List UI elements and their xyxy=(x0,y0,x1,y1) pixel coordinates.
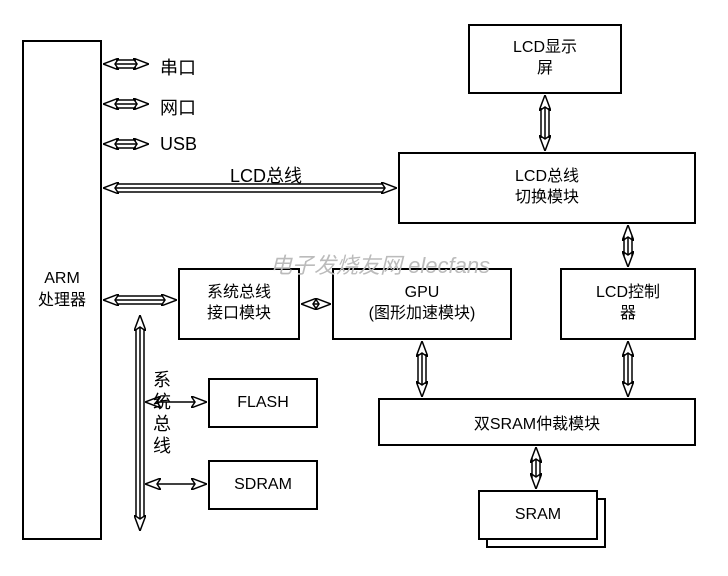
block-gpu: GPU (图形加速模块) xyxy=(332,268,512,340)
arm-l2: 处理器 xyxy=(38,290,86,312)
label-usb: USB xyxy=(160,134,197,155)
label-serial: 串口 xyxy=(160,54,196,80)
lcdswitch-l2: 切换模块 xyxy=(515,188,579,209)
block-sdram: SDRAM xyxy=(208,460,318,510)
lcdscreen-l2: 屏 xyxy=(537,59,553,80)
lcdctrl-l1: LCD控制 xyxy=(596,283,660,304)
sysbusif-l1: 系统总线 xyxy=(207,283,271,304)
label-net: 网口 xyxy=(160,94,196,120)
block-lcd-ctrl: LCD控制 器 xyxy=(560,268,696,340)
block-dual-sram: 双SRAM仲裁模块 xyxy=(378,398,696,446)
block-arm: ARM 处理器 xyxy=(22,40,102,540)
label-lcd-bus: LCD总线 xyxy=(230,162,302,188)
lcdscreen-l1: LCD显示 xyxy=(513,38,577,59)
flash-label: FLASH xyxy=(237,394,289,412)
block-flash: FLASH xyxy=(208,378,318,428)
block-lcd-screen: LCD显示 屏 xyxy=(468,24,622,94)
lcdswitch-l1: LCD总线 xyxy=(515,167,579,188)
sysbusif-l2: 接口模块 xyxy=(207,304,271,325)
lcdctrl-l2: 器 xyxy=(620,304,636,325)
label-sys-bus: 系统总线 xyxy=(148,370,174,458)
arm-l1: ARM xyxy=(44,268,80,290)
dualsram-label: 双SRAM仲裁模块 xyxy=(474,410,600,434)
block-sysbus-if: 系统总线 接口模块 xyxy=(178,268,300,340)
diagram-canvas: ARM 处理器 LCD显示 屏 LCD总线 切换模块 系统总线 接口模块 GPU… xyxy=(0,0,728,576)
gpu-l2: (图形加速模块) xyxy=(369,304,476,325)
sram-label: SRAM xyxy=(515,506,561,524)
gpu-l1: GPU xyxy=(405,283,440,304)
block-sram: SRAM xyxy=(478,490,606,548)
block-lcd-switch: LCD总线 切换模块 xyxy=(398,152,696,224)
sdram-label: SDRAM xyxy=(234,476,292,494)
